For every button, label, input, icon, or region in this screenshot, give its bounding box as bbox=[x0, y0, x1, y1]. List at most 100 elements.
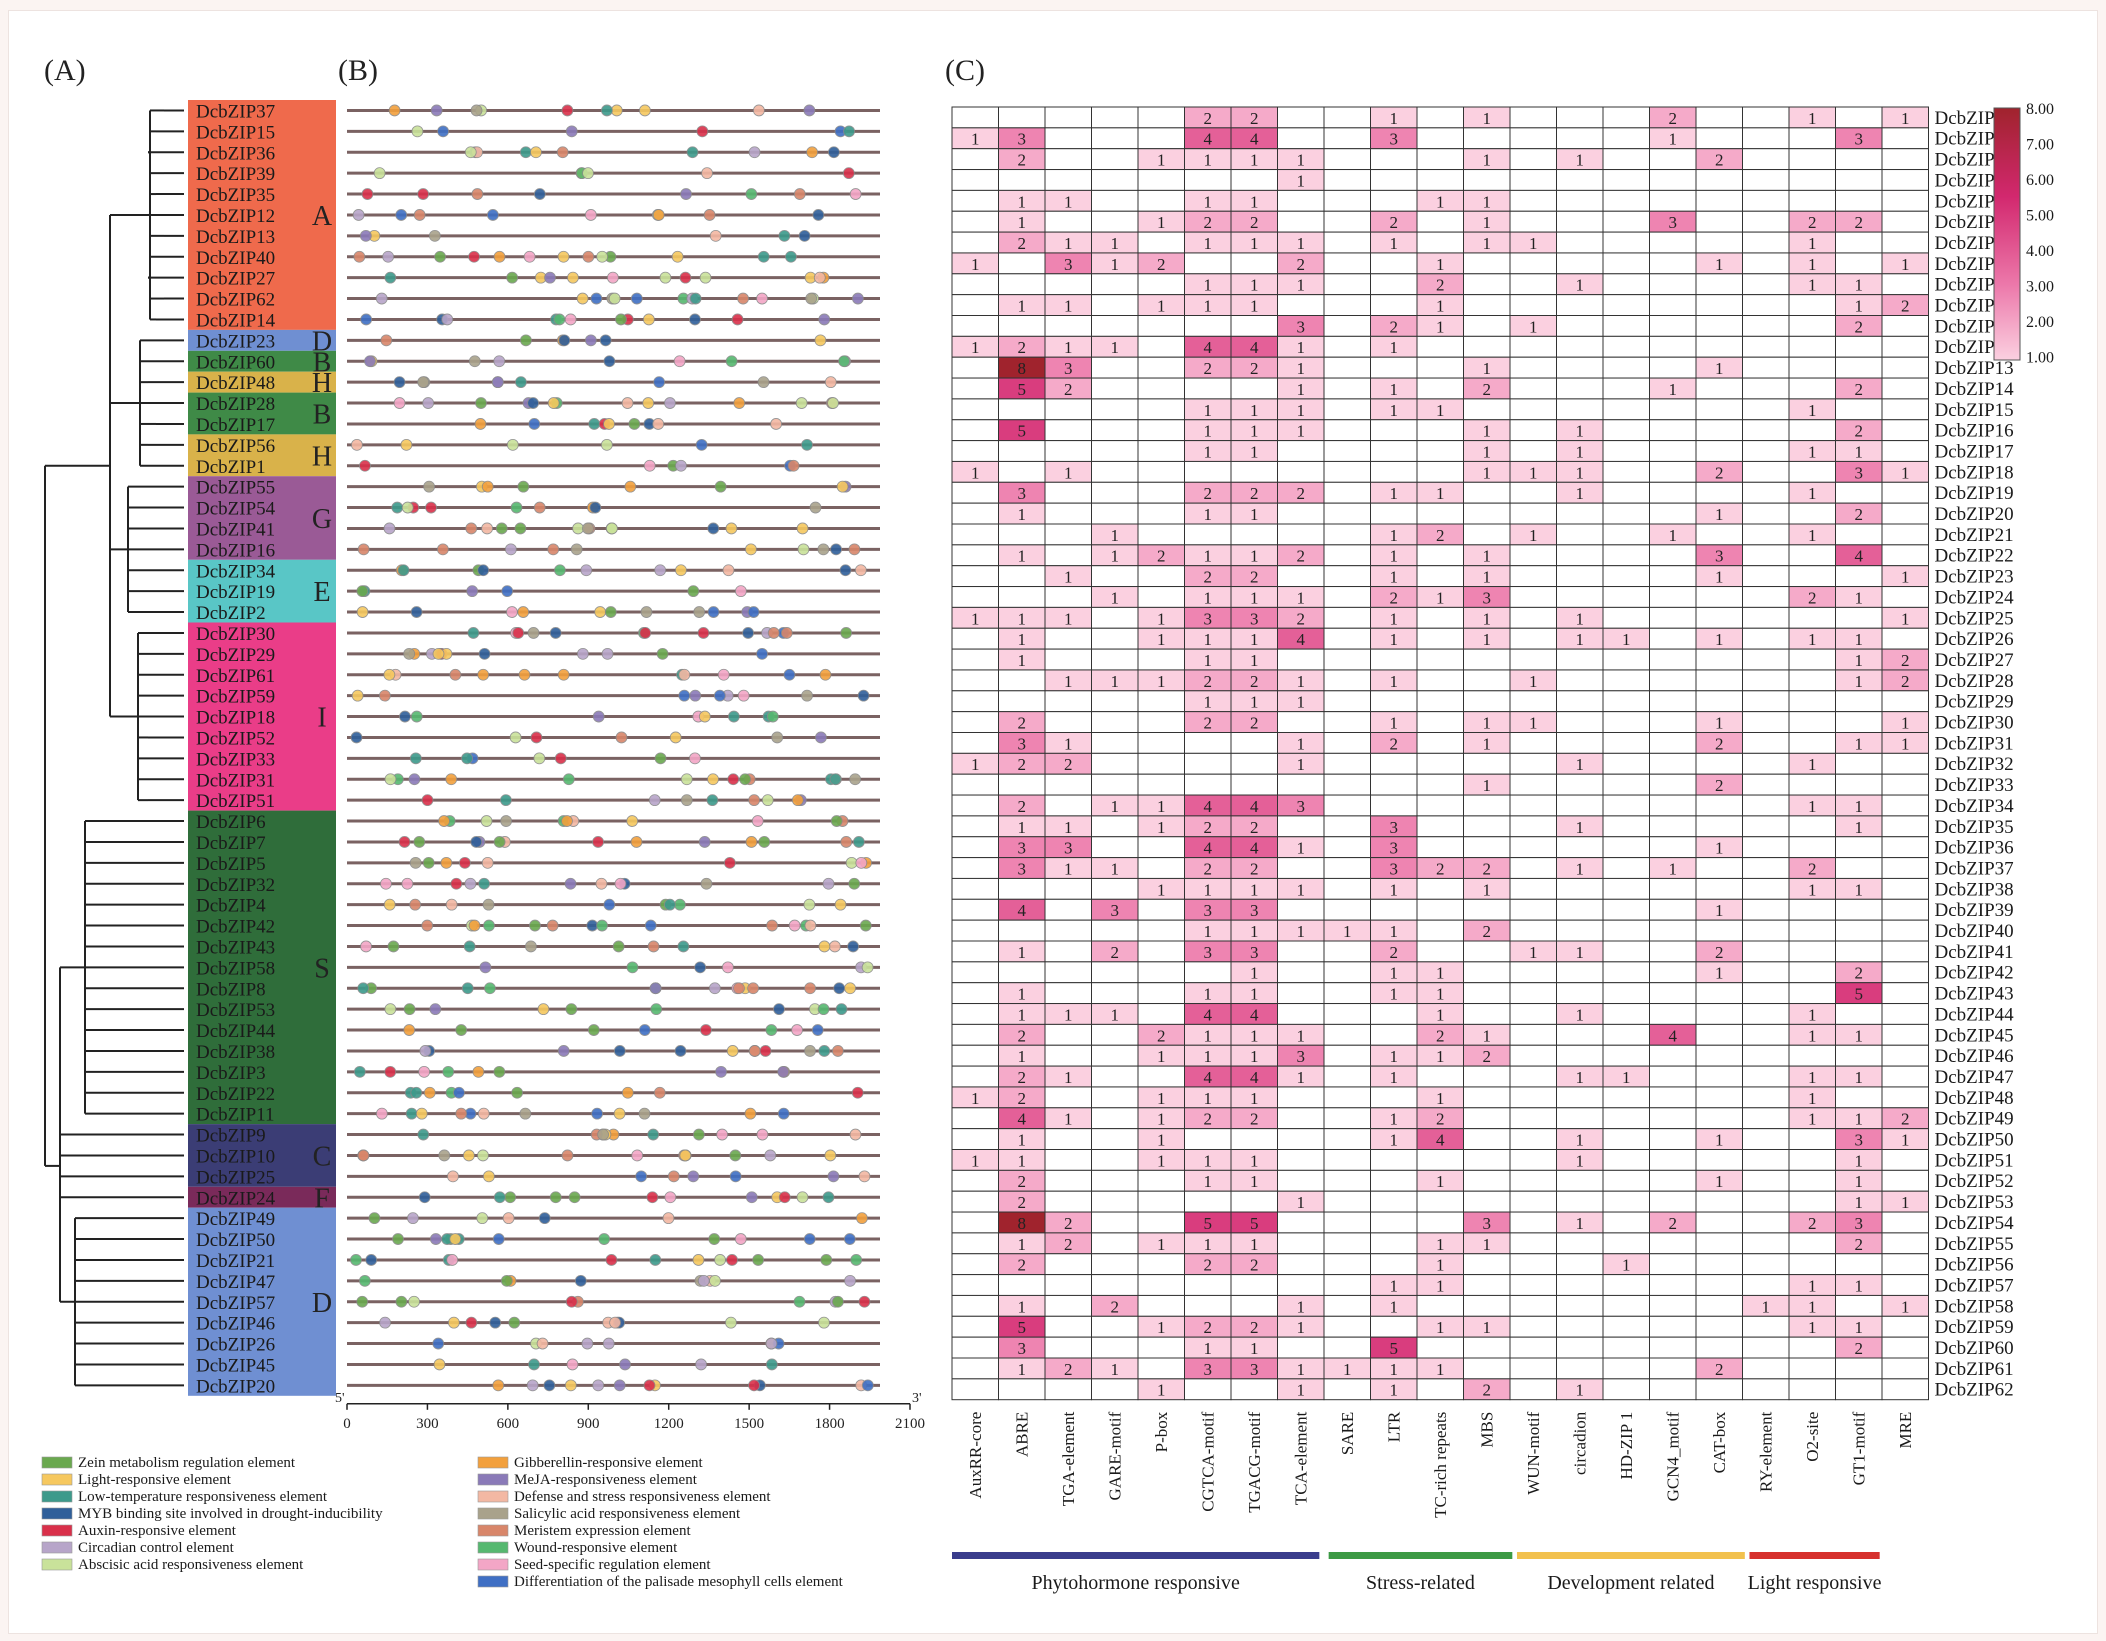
heatmap-row-label: DcbZIP4 bbox=[1935, 170, 2005, 191]
cis-element-dot bbox=[417, 1128, 430, 1141]
axis-tick-label: 2100 bbox=[895, 1416, 925, 1432]
heatmap-value: 1 bbox=[1064, 568, 1073, 587]
tree-gene-label: DcbZIP18 bbox=[196, 708, 275, 729]
heatmap-value: 3 bbox=[1204, 901, 1213, 920]
heatmap-cell bbox=[1788, 1149, 1836, 1171]
heatmap-value: 1 bbox=[1715, 568, 1724, 587]
cis-element-dot bbox=[777, 1065, 790, 1078]
heatmap-cell bbox=[998, 586, 1046, 608]
heatmap-cell bbox=[1509, 335, 1557, 358]
heatmap-cell bbox=[1602, 586, 1650, 608]
heatmap-value: 2 bbox=[1018, 1172, 1027, 1191]
heatmap-value: 1 bbox=[1111, 859, 1120, 878]
heatmap-cell bbox=[1649, 1378, 1697, 1401]
heatmap-value: 3 bbox=[1390, 839, 1399, 858]
cis-element-dot bbox=[707, 606, 720, 618]
cis-element-dot bbox=[379, 1316, 391, 1329]
cis-element-dot bbox=[613, 1045, 626, 1057]
tree-gene-label: DcbZIP55 bbox=[196, 478, 275, 499]
tree-gene-label: DcbZIP24 bbox=[196, 1188, 276, 1209]
heatmap-cell bbox=[1649, 565, 1697, 588]
heatmap-cell bbox=[1463, 1128, 1511, 1151]
cis-element-dot bbox=[829, 773, 842, 786]
heatmap-cell bbox=[1742, 169, 1790, 191]
heatmap-cell bbox=[1881, 1211, 1929, 1234]
cis-element-dot bbox=[375, 1107, 388, 1120]
cis-element-dot bbox=[858, 1295, 871, 1308]
cis-element-dot bbox=[795, 397, 808, 409]
heatmap-cell bbox=[1602, 794, 1650, 817]
heatmap-cell bbox=[1323, 648, 1371, 671]
heatmap-cell bbox=[1277, 460, 1325, 483]
heatmap-cell bbox=[998, 273, 1046, 296]
heatmap-value: 1 bbox=[1576, 276, 1585, 295]
colorbar-label: 8.00 bbox=[2026, 101, 2054, 118]
heatmap-cell bbox=[1323, 794, 1371, 817]
cis-element-dot bbox=[806, 146, 818, 159]
heatmap-value: 1 bbox=[1297, 880, 1306, 899]
heatmap-cell bbox=[1463, 127, 1511, 150]
cis-element-dot bbox=[486, 209, 499, 221]
heatmap-cell bbox=[1695, 294, 1743, 316]
cis-element-dot bbox=[554, 752, 567, 765]
heatmap-cell bbox=[1044, 1023, 1092, 1046]
heatmap-value: 1 bbox=[1855, 442, 1864, 461]
cis-element-dot bbox=[358, 1274, 371, 1287]
cis-element-dot bbox=[409, 856, 422, 869]
heatmap-cell bbox=[1649, 690, 1697, 713]
heatmap-value: 1 bbox=[1111, 588, 1120, 607]
heatmap-cell bbox=[1695, 440, 1743, 462]
heatmap-cell bbox=[1323, 252, 1371, 275]
cis-element-dot bbox=[818, 1316, 830, 1329]
heatmap-cell bbox=[1370, 690, 1418, 713]
heatmap-cell bbox=[1602, 335, 1650, 358]
heatmap-row-label: DcbZIP20 bbox=[1935, 504, 2014, 525]
heatmap-cell bbox=[1742, 961, 1790, 984]
heatmap-cell bbox=[1463, 398, 1511, 421]
cis-element-dot bbox=[418, 1065, 431, 1078]
heatmap-cell bbox=[1091, 377, 1139, 400]
heatmap-cell bbox=[1091, 1211, 1139, 1234]
heatmap-cell bbox=[1323, 127, 1371, 150]
heatmap-row-label: DcbZIP1 bbox=[1935, 108, 2005, 129]
tree-gene-label: DcbZIP62 bbox=[196, 290, 275, 311]
cis-element-dot bbox=[458, 856, 471, 869]
cis-element-dot bbox=[382, 250, 395, 263]
cis-element-dot bbox=[803, 104, 816, 117]
heatmap-cell bbox=[1416, 940, 1464, 963]
cis-element-dot bbox=[766, 919, 778, 932]
heatmap-cell bbox=[1602, 440, 1650, 462]
heatmap-row-label: DcbZIP9 bbox=[1935, 275, 2005, 296]
heatmap-value: 1 bbox=[1018, 1131, 1027, 1150]
heatmap-value: 2 bbox=[1436, 1026, 1445, 1045]
heatmap-cell bbox=[1137, 565, 1185, 588]
cis-element-dot bbox=[495, 522, 508, 535]
heatmap-column-label: AuxRR-core bbox=[966, 1412, 985, 1499]
heatmap-row-label: DcbZIP52 bbox=[1935, 1171, 2014, 1192]
heatmap-cell bbox=[1044, 877, 1092, 900]
heatmap-value: 4 bbox=[1250, 839, 1259, 858]
heatmap-cell bbox=[1556, 1169, 1604, 1192]
heatmap-value: 1 bbox=[1064, 1110, 1073, 1129]
heatmap-cell bbox=[1509, 961, 1557, 984]
cis-element-dot bbox=[778, 229, 791, 242]
heatmap-cell bbox=[1277, 1211, 1325, 1234]
cis-element-dot bbox=[482, 898, 495, 911]
heatmap-cell bbox=[951, 106, 999, 129]
heatmap-value: 1 bbox=[1111, 672, 1120, 691]
heatmap-value: 1 bbox=[1390, 714, 1399, 733]
cis-element-dot bbox=[849, 773, 862, 786]
heatmap-value: 2 bbox=[1250, 359, 1259, 378]
cis-element-dot bbox=[835, 1003, 848, 1016]
heatmap-cell bbox=[1881, 1065, 1929, 1088]
heatmap-value: 1 bbox=[1297, 1297, 1306, 1316]
tree-gene-label: DcbZIP36 bbox=[196, 143, 275, 164]
cis-element-dot bbox=[413, 836, 426, 848]
heatmap-cell bbox=[1277, 711, 1325, 734]
heatmap-row-label: DcbZIP14 bbox=[1935, 379, 2015, 400]
heatmap-value: 1 bbox=[1436, 192, 1445, 211]
heatmap-cell bbox=[1602, 1315, 1650, 1338]
heatmap-cell bbox=[998, 398, 1046, 421]
cis-element-dot bbox=[437, 125, 449, 138]
